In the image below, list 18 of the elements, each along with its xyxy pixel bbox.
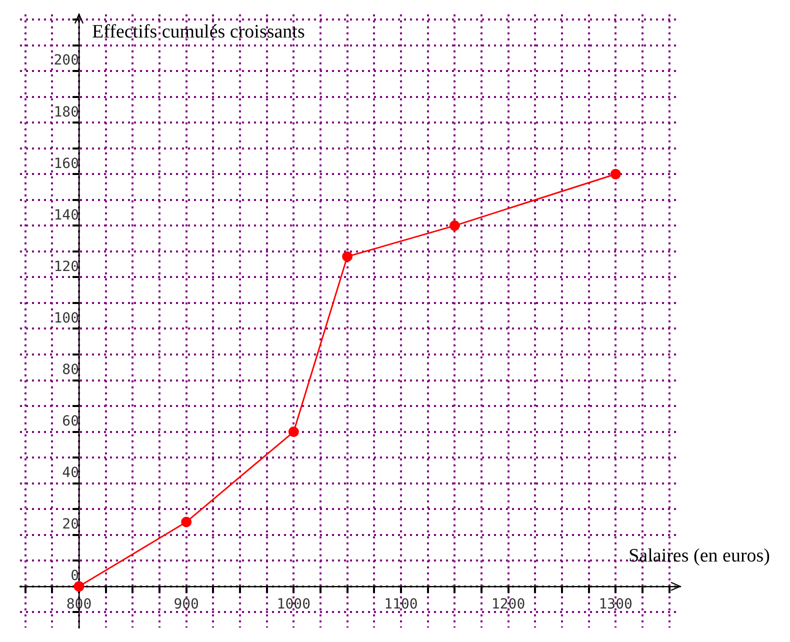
y-tick-label: 120 <box>54 258 80 275</box>
x-tick-label: 1300 <box>598 596 632 612</box>
y-tick-label: 100 <box>54 310 80 326</box>
y-tick-label: 40 <box>62 464 80 481</box>
x-tick-label: 1200 <box>491 596 526 612</box>
x-tick-label: 1100 <box>384 596 418 612</box>
y-tick-label: 180 <box>54 104 80 120</box>
y-tick-label: 20 <box>62 516 80 532</box>
y-tick-label: 160 <box>54 156 80 172</box>
y-tick-label: 60 <box>62 413 80 430</box>
x-axis-title: Salaires (en euros) <box>628 545 770 566</box>
x-tick-label: 1000 <box>276 596 311 612</box>
y-axis-title: Effectifs cumulés croissants <box>92 21 305 42</box>
x-tick-label: 900 <box>174 596 199 612</box>
y-tick-label: 0 <box>70 568 80 584</box>
y-tick-label: 140 <box>54 207 80 224</box>
y-tick-label: 80 <box>62 362 80 378</box>
y-tick-label: 200 <box>54 52 80 69</box>
